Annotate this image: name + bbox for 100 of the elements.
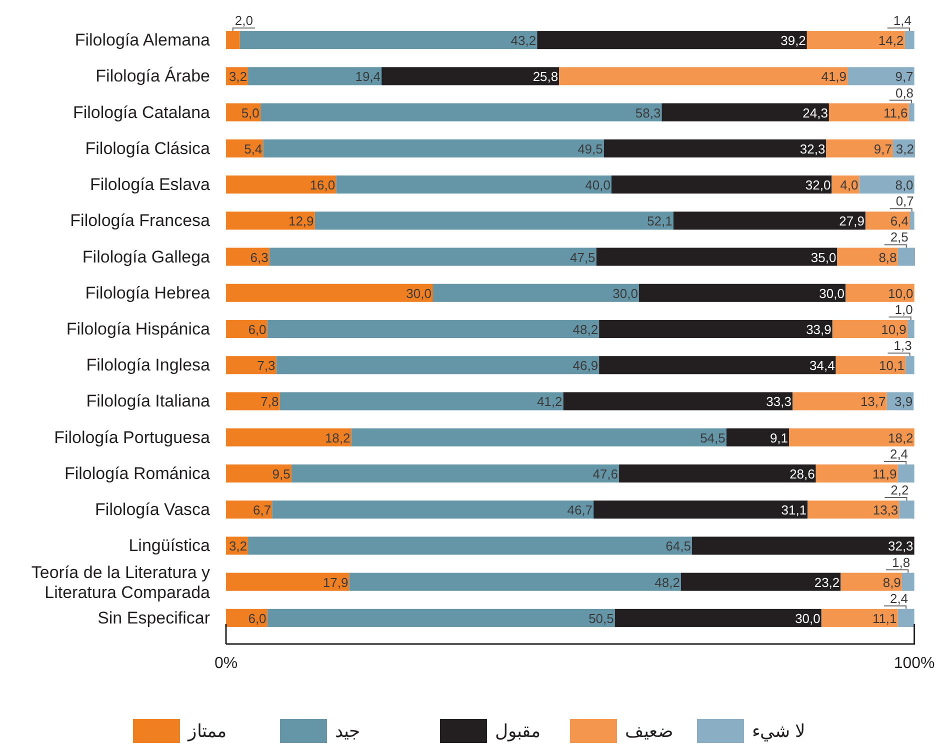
data-label: 9,7 (874, 141, 892, 156)
legend-label: لا شيء (752, 721, 806, 741)
data-label: 58,3 (635, 105, 661, 120)
data-label: 4,0 (840, 178, 858, 193)
data-label: 28,6 (790, 466, 815, 482)
bar (836, 356, 906, 374)
bar (673, 212, 866, 230)
y-tick-label: Filología Gallega (82, 247, 211, 266)
bar (845, 284, 914, 302)
legend-label: مقبول (495, 721, 541, 742)
data-label: 8,8 (878, 250, 897, 265)
y-tick-label: Filología Francesa (70, 211, 211, 230)
bar (904, 31, 914, 50)
data-label: 2,5 (890, 230, 908, 245)
bar (726, 428, 790, 446)
data-label: 13,3 (872, 502, 898, 518)
bar (382, 67, 560, 86)
data-label: 19,4 (355, 69, 381, 84)
data-label: 11,9 (872, 466, 897, 482)
bar (226, 356, 276, 374)
y-tick-label: Filología Vasca (95, 500, 211, 520)
bar (619, 464, 816, 482)
data-label: 6,4 (890, 214, 908, 229)
bar (276, 356, 600, 374)
data-label: 11,6 (883, 105, 908, 120)
bar (680, 572, 841, 591)
data-label: 1,0 (894, 302, 913, 317)
bar (816, 464, 898, 482)
data-label: 41,9 (821, 69, 847, 84)
x-tick-label: 100% (894, 655, 935, 672)
data-label: 9,5 (272, 466, 290, 482)
data-label: 41,2 (536, 394, 562, 410)
y-tick-label: Filología Hispánica (66, 320, 211, 338)
data-label: 46,7 (567, 502, 593, 518)
bar (226, 428, 352, 446)
bar (828, 103, 909, 122)
bar (226, 212, 315, 230)
bar (269, 248, 596, 266)
data-label: 30,0 (406, 286, 432, 301)
data-label: 43,2 (510, 33, 536, 48)
data-label: 23,2 (814, 574, 840, 590)
bar (865, 212, 910, 230)
data-label: 5,4 (244, 141, 262, 156)
y-tick-label: Filología Italiana (86, 392, 211, 411)
bar (432, 284, 639, 302)
data-label: 7,3 (257, 358, 276, 374)
data-label: 25,8 (532, 69, 558, 84)
data-label: 6,0 (248, 610, 266, 626)
data-label: 1,3 (894, 338, 912, 354)
bar (226, 31, 240, 50)
bar (226, 176, 336, 194)
data-label: 33,3 (766, 394, 792, 410)
bar (848, 67, 914, 86)
data-label: 54,5 (700, 430, 726, 446)
bar (898, 248, 915, 266)
data-label: 50,5 (588, 610, 614, 626)
data-label: 1,8 (892, 554, 910, 570)
data-label: 47,5 (570, 250, 596, 265)
bar (604, 139, 826, 158)
data-label: 30,0 (819, 286, 844, 301)
data-label: 7,8 (260, 394, 279, 410)
bar (792, 392, 887, 410)
y-tick-label: Filología Portuguesa (54, 428, 211, 447)
y-tick-label: Filología Catalana (72, 102, 211, 122)
bar (594, 500, 808, 519)
data-label: 64,5 (666, 538, 691, 554)
data-label: 24,3 (802, 105, 828, 120)
bar (638, 284, 846, 302)
data-label: 14,2 (878, 33, 904, 48)
bar (226, 320, 268, 338)
bar (291, 464, 620, 482)
data-label: 31,1 (781, 502, 807, 518)
bar (837, 248, 898, 266)
data-label: 0,7 (896, 194, 914, 209)
data-label: 9,1 (770, 430, 788, 446)
data-label: 32,3 (888, 538, 914, 554)
data-label: 34,4 (810, 358, 835, 374)
data-label: 2,4 (890, 590, 908, 606)
bar (898, 464, 914, 482)
bar (537, 31, 807, 50)
data-label: 2,0 (234, 13, 253, 28)
bar (907, 320, 914, 338)
bar (226, 572, 350, 591)
data-label: 10,1 (879, 358, 904, 374)
data-label: 3,2 (228, 69, 248, 84)
data-label: 27,9 (839, 214, 864, 229)
bar (899, 500, 914, 519)
y-tick-label: Lingüística (128, 536, 211, 556)
data-label: 17,9 (322, 574, 348, 590)
data-label: 12,9 (288, 214, 314, 229)
data-label: 48,2 (572, 322, 598, 337)
bar (821, 608, 898, 627)
bar (280, 392, 564, 410)
bar (267, 320, 600, 338)
bar (267, 608, 615, 627)
bar (692, 536, 914, 555)
bar (260, 103, 662, 122)
bar (599, 320, 832, 338)
data-label: 2,2 (890, 482, 909, 498)
y-tick-label: Filología Hebrea (85, 283, 211, 302)
